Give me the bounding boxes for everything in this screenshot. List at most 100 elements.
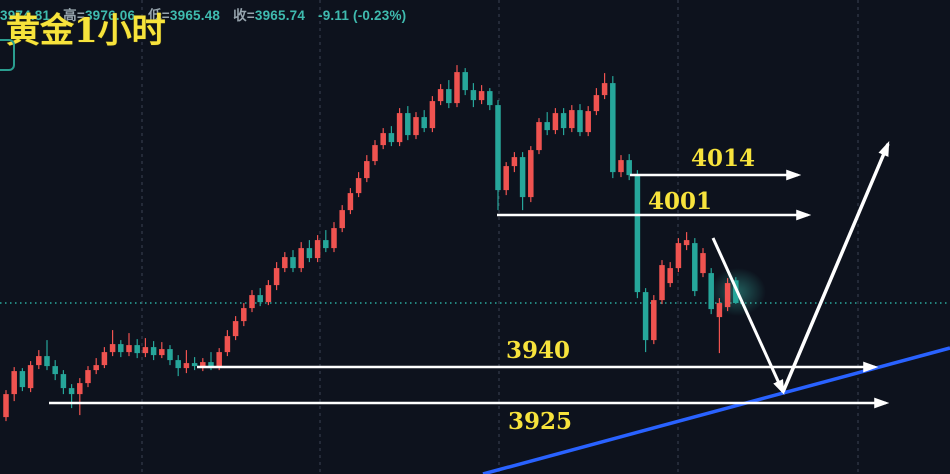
- candle[interactable]: [347, 188, 354, 215]
- candle[interactable]: [405, 106, 411, 141]
- candle[interactable]: [413, 112, 419, 140]
- low-value: 3965.48: [169, 8, 221, 23]
- candle[interactable]: [503, 162, 509, 196]
- candle[interactable]: [446, 80, 452, 109]
- candle[interactable]: [101, 347, 108, 369]
- page-title: 黄金1小时: [6, 11, 166, 51]
- candle[interactable]: [200, 358, 206, 372]
- candle[interactable]: [372, 140, 378, 166]
- candle[interactable]: [68, 384, 75, 409]
- candle[interactable]: [667, 262, 673, 288]
- candle[interactable]: [478, 85, 485, 105]
- candle[interactable]: [298, 242, 304, 273]
- candle[interactable]: [470, 83, 477, 108]
- candle[interactable]: [642, 288, 649, 353]
- candle[interactable]: [634, 170, 641, 299]
- candle[interactable]: [577, 104, 583, 137]
- candle[interactable]: [77, 378, 83, 416]
- candle[interactable]: [118, 340, 124, 358]
- candle[interactable]: [232, 316, 239, 341]
- candle[interactable]: [126, 333, 132, 357]
- candle[interactable]: [544, 112, 550, 136]
- candle[interactable]: [569, 105, 575, 133]
- candle[interactable]: [396, 108, 403, 147]
- toolbar-button-partial[interactable]: [0, 39, 15, 71]
- candle[interactable]: [306, 240, 313, 263]
- candle[interactable]: [273, 262, 280, 291]
- candle[interactable]: [528, 146, 534, 203]
- candle[interactable]: [454, 65, 460, 108]
- candle[interactable]: [610, 76, 616, 179]
- high-label: 高=: [63, 8, 85, 23]
- candle[interactable]: [388, 126, 395, 147]
- candle[interactable]: [183, 350, 190, 374]
- candle[interactable]: [675, 238, 682, 273]
- candle[interactable]: [462, 68, 468, 96]
- candle[interactable]: [585, 106, 591, 137]
- candle[interactable]: [142, 338, 149, 358]
- candle[interactable]: [314, 235, 321, 263]
- open-value: 3974.81: [0, 8, 51, 23]
- low-label: 低=: [148, 8, 170, 23]
- candle[interactable]: [134, 339, 140, 359]
- candle[interactable]: [683, 232, 690, 251]
- candle[interactable]: [331, 222, 337, 253]
- projection-arrows[interactable]: [711, 141, 890, 395]
- candle[interactable]: [52, 360, 58, 381]
- candle[interactable]: [495, 100, 501, 211]
- candle[interactable]: [355, 172, 362, 198]
- candle[interactable]: [241, 303, 247, 327]
- candle[interactable]: [159, 342, 165, 359]
- candle[interactable]: [380, 128, 386, 150]
- candle[interactable]: [265, 280, 272, 306]
- price-level-drawings[interactable]: 4014 4001 3940 3925: [49, 145, 890, 435]
- candle[interactable]: [44, 340, 50, 371]
- change-value: -9.11 (-0.23%): [318, 8, 407, 23]
- candle[interactable]: [700, 248, 706, 278]
- candle[interactable]: [536, 118, 542, 155]
- candle[interactable]: [724, 278, 731, 312]
- price-level-label: 4001: [648, 188, 712, 215]
- candle[interactable]: [109, 330, 116, 357]
- candle[interactable]: [511, 152, 518, 173]
- candle[interactable]: [282, 252, 288, 273]
- candle[interactable]: [93, 358, 99, 375]
- candle[interactable]: [36, 350, 42, 370]
- projection-arrow[interactable]: [781, 141, 890, 393]
- candle[interactable]: [626, 154, 632, 181]
- candle[interactable]: [150, 341, 157, 361]
- candle[interactable]: [27, 361, 34, 393]
- candle[interactable]: [593, 88, 600, 116]
- candle[interactable]: [175, 355, 181, 377]
- candle[interactable]: [519, 152, 526, 211]
- candle[interactable]: [716, 298, 723, 354]
- candle[interactable]: [659, 260, 665, 305]
- candle[interactable]: [249, 290, 255, 313]
- candle[interactable]: [601, 73, 608, 100]
- candle[interactable]: [339, 205, 345, 233]
- candle[interactable]: [487, 88, 493, 111]
- candle[interactable]: [618, 155, 624, 178]
- candle[interactable]: [421, 110, 427, 133]
- candle[interactable]: [257, 288, 263, 307]
- candle[interactable]: [429, 96, 436, 133]
- candle[interactable]: [290, 250, 296, 273]
- candle[interactable]: [167, 345, 173, 366]
- candle[interactable]: [364, 155, 370, 183]
- candle[interactable]: [11, 367, 17, 402]
- candle[interactable]: [437, 84, 444, 106]
- candle[interactable]: [323, 230, 329, 253]
- candle[interactable]: [560, 108, 567, 136]
- candle[interactable]: [708, 268, 714, 315]
- candle[interactable]: [3, 390, 9, 422]
- candle[interactable]: [651, 295, 657, 345]
- candle[interactable]: [19, 368, 26, 392]
- candle[interactable]: [85, 366, 91, 388]
- projection-arrow[interactable]: [711, 237, 785, 395]
- candle[interactable]: [60, 370, 67, 395]
- candle[interactable]: [552, 108, 559, 135]
- candle[interactable]: [692, 238, 698, 297]
- candle[interactable]: [224, 330, 231, 357]
- candle[interactable]: [191, 357, 198, 371]
